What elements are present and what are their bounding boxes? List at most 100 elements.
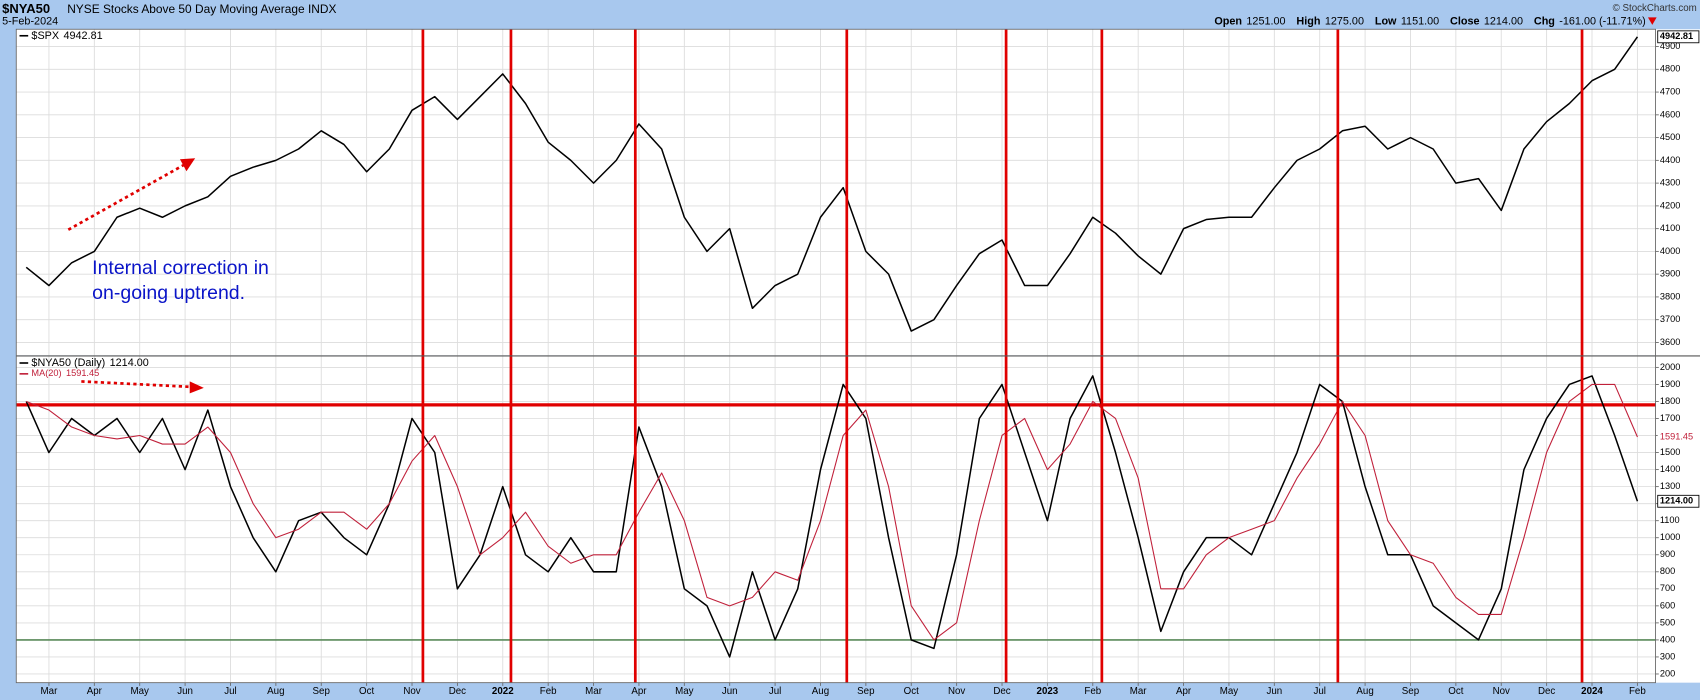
quote-label: Close [1450,16,1480,28]
y-tick-label: 3800 [1660,291,1680,301]
x-tick-label: Oct [904,686,919,697]
y-tick-label: 1500 [1660,447,1680,457]
x-tick-label: Mar [585,686,603,697]
last-value-flag [1657,30,1700,44]
y-tick-label: 900 [1660,549,1675,559]
x-tick-label: Nov [403,686,420,697]
y-tick-label: 1800 [1660,396,1680,406]
x-tick-label: May [130,686,149,697]
x-tick-label: Aug [267,686,284,697]
y-tick-label: 1100 [1660,515,1680,525]
annotation: on-going uptrend. [92,282,245,304]
last-value-label: 4942.81 [1660,31,1693,41]
y-tick-label: 4200 [1660,200,1680,210]
y-tick-label: 1000 [1660,532,1680,542]
legend-value: 4942.81 [63,30,102,42]
x-tick-label: Sep [1402,686,1420,697]
quote: Open 1251.00 High 1275.00 Low 1151.00 Close 121… [1214,16,1645,28]
y-tick-label: 4700 [1660,87,1680,97]
y-tick-label: 4100 [1660,223,1680,233]
y-tick-label: 4300 [1660,178,1680,188]
y-tick-label: 300 [1660,651,1675,661]
x-tick-label: Jul [224,686,236,697]
x-tick-label: Sep [313,686,331,697]
series-line [26,383,1638,641]
date: 5-Feb-2024 [2,16,58,28]
y-tick-label: 3900 [1660,269,1680,279]
y-tick-label: 3600 [1660,337,1680,347]
trend-arrow-head [189,381,204,394]
x-tick-label: 2024 [1581,686,1603,697]
x-tick-label: Feb [540,686,557,697]
x-tick-label: Feb [1629,686,1646,697]
legend-name: $NYA50 (Daily) [31,357,105,369]
quote-label: Chg [1534,16,1555,28]
legend-entry: $NYA50 (Daily) 1214.00 [31,357,148,369]
x-tick-label: Mar [1130,686,1148,697]
y-tick-label: 4400 [1660,155,1680,165]
quote-label: Open [1214,16,1242,28]
x-tick-label: Nov [948,686,965,697]
x-tick-label: Nov [1493,686,1510,697]
y-tick-label: 4800 [1660,64,1680,74]
x-tick-label: Jul [769,686,781,697]
x-tick-label: Jun [177,686,193,697]
quote-value: 1275.00 [1325,16,1364,28]
symbol: $NYA50 [2,1,50,16]
y-tick-label: 4500 [1660,132,1680,142]
y-tick-label: 200 [1660,668,1675,678]
x-tick-label: May [1220,686,1239,697]
x-tick-label: Apr [631,686,647,697]
trend-arrow-head [179,158,196,172]
y-tick-label: 500 [1660,617,1675,627]
trend-arrow [67,163,185,231]
plot-border [15,28,1656,684]
x-tick-label: Oct [1448,686,1463,697]
y-tick-label: 3700 [1660,314,1680,324]
x-tick-label: Apr [87,686,103,697]
y-tick-label: 4600 [1660,109,1680,119]
x-tick-label: Oct [359,686,374,697]
quote-value: 1214.00 [1484,16,1523,28]
quote-value: -161.00 (-11.71%) [1559,16,1646,28]
x-tick-label: May [675,686,694,697]
y-tick-label: 2000 [1660,362,1680,372]
y-tick-label: 1400 [1660,464,1680,474]
legend-name: $SPX [31,30,59,42]
legend-name: MA(20) [31,368,61,378]
trend-arrow [81,380,191,389]
last-value-label: 1591.45 [1660,431,1693,441]
y-tick-label: 1300 [1660,481,1680,491]
down-arrow-icon [1647,17,1657,25]
description: NYSE Stocks Above 50 Day Moving Average … [67,2,336,16]
x-tick-label: Dec [993,686,1010,697]
legend-value: 1214.00 [110,357,149,369]
last-value-flag [1657,431,1699,443]
x-tick-label: Apr [1176,686,1192,697]
quote-value: 1151.00 [1401,16,1439,28]
credit: © StockCharts.com [1613,3,1697,14]
last-value-label: 1214.00 [1660,496,1693,506]
legend-entry: MA(20) 1591.45 [31,368,99,378]
y-tick-label: 1700 [1660,413,1680,423]
x-tick-label: Jun [1266,686,1282,697]
x-tick-label: Jun [722,686,738,697]
series-line [25,36,1639,332]
quote-value: 1251.00 [1246,16,1285,28]
legend-entry: $SPX 4942.81 [31,30,102,42]
x-tick-label: Dec [1538,686,1555,697]
annotation: Internal correction in [92,257,269,279]
legend-value: 1591.45 [66,368,99,378]
x-tick-label: 2023 [1037,686,1059,697]
x-tick-label: Aug [812,686,829,697]
x-tick-label: Sep [857,686,875,697]
x-tick-label: Dec [449,686,466,697]
x-tick-label: Mar [41,686,59,697]
y-tick-label: 4000 [1660,246,1680,256]
series-line [25,375,1639,658]
top-panel [16,29,1656,356]
y-tick-label: 1900 [1660,379,1680,389]
x-tick-label: Feb [1084,686,1101,697]
